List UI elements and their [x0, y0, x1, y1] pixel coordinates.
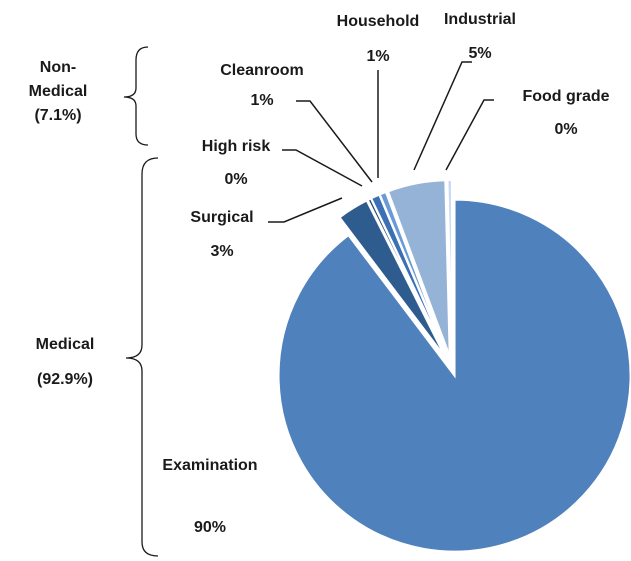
leader-line: [296, 100, 373, 183]
slice-value-label: 90%: [194, 519, 226, 536]
slice-value-label: 1%: [366, 48, 389, 65]
pie-slice: [378, 190, 449, 358]
group-brace: [125, 157, 159, 557]
pie-slice: [277, 198, 631, 553]
slice-value-label: 0%: [224, 171, 247, 188]
slice-label: Food grade: [522, 88, 609, 105]
slice-value-label: 3%: [210, 243, 233, 260]
group-label: Non-: [40, 59, 76, 76]
slice-label: High risk: [202, 138, 271, 155]
group-label: (7.1%): [34, 107, 81, 124]
group-label: (92.9%): [37, 371, 93, 388]
slice-value-label: 1%: [250, 92, 273, 109]
pie-slice: [338, 199, 447, 359]
slice-label: Surgical: [190, 209, 253, 226]
leader-line: [445, 99, 494, 171]
slice-value-label: 5%: [468, 45, 491, 62]
pie-slice: [386, 179, 451, 357]
leader-line: [413, 61, 472, 171]
slice-label: Cleanroom: [220, 62, 304, 79]
pie-slice: [446, 179, 453, 357]
leader-line: [282, 149, 363, 187]
slice-label: Examination: [162, 457, 257, 474]
group-brace: [123, 46, 149, 146]
slice-label: Household: [337, 13, 420, 30]
slice-value-label: 0%: [554, 121, 577, 138]
leader-line: [268, 197, 343, 223]
group-label: Medical: [29, 83, 88, 100]
slice-label: Industrial: [444, 11, 516, 28]
group-label: Medical: [36, 336, 95, 353]
